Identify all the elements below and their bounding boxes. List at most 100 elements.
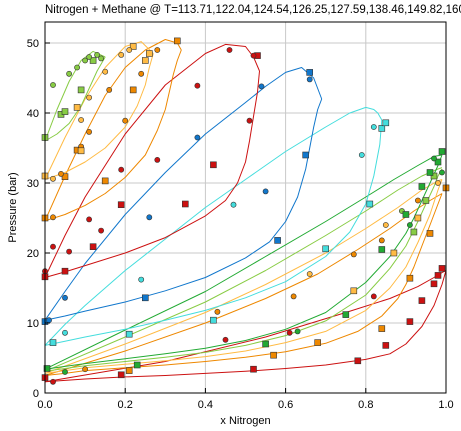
- circle-marker: [286, 329, 293, 336]
- y-tick-label: 40: [27, 108, 39, 120]
- x-axis-label: x Nitrogen: [220, 415, 270, 427]
- circle-marker: [214, 308, 221, 315]
- square-marker: [73, 104, 81, 111]
- bubble-curve-1: [44, 193, 443, 376]
- y-axis-label: Pressure (bar): [7, 172, 19, 242]
- x-tick-label: 1.0: [438, 399, 453, 411]
- square-marker: [117, 201, 125, 208]
- circle-marker: [66, 70, 72, 77]
- square-marker: [129, 86, 137, 94]
- circle-marker: [230, 201, 237, 208]
- circle-marker: [382, 222, 389, 228]
- x-tick-label: 0.2: [118, 399, 133, 411]
- circle-marker: [294, 328, 301, 335]
- square-marker: [306, 69, 314, 76]
- dew-curve-10: [44, 50, 106, 142]
- circle-marker: [50, 82, 56, 88]
- circle-marker: [138, 276, 145, 283]
- square-marker: [250, 365, 257, 373]
- dew-curve-6: [44, 67, 323, 321]
- dew-curve-0: [44, 270, 447, 383]
- square-marker: [89, 243, 97, 250]
- square-marker: [342, 311, 350, 318]
- data-markers: [41, 37, 450, 385]
- bubble-curve-7: [44, 70, 260, 278]
- circle-marker: [50, 378, 56, 385]
- circle-marker: [98, 55, 104, 62]
- bubble-curve-6: [44, 98, 323, 321]
- circle-marker: [290, 293, 297, 300]
- dew-curve-4: [44, 154, 443, 370]
- circle-marker: [86, 94, 92, 101]
- square-marker: [101, 177, 109, 185]
- y-tick-label: 0: [33, 388, 39, 400]
- circle-marker: [62, 329, 68, 336]
- circle-marker: [146, 214, 153, 221]
- square-marker: [49, 339, 57, 346]
- square-marker: [382, 342, 390, 349]
- circle-marker: [306, 76, 313, 83]
- circle-marker: [370, 293, 377, 300]
- dew-curve-2: [44, 179, 443, 374]
- axis-ticks: 0.0 0.2 0.4 0.6 0.8 1.0 0 10 20 30 40 50: [27, 38, 454, 411]
- dew-curve-9: [44, 41, 154, 180]
- square-marker: [414, 214, 422, 222]
- circle-marker: [222, 336, 229, 343]
- x-tick-label: 0.0: [37, 399, 52, 411]
- circle-marker: [350, 251, 357, 258]
- y-tick-label: 50: [27, 38, 39, 50]
- circle-marker: [194, 82, 201, 89]
- circle-marker: [50, 214, 56, 221]
- square-marker: [422, 197, 430, 204]
- square-marker: [89, 57, 97, 64]
- x-tick-label: 0.6: [278, 399, 293, 411]
- square-marker: [426, 169, 434, 176]
- square-marker: [354, 357, 362, 365]
- circle-marker: [74, 64, 80, 71]
- square-marker: [61, 173, 69, 180]
- square-marker: [418, 297, 426, 304]
- circle-marker: [306, 271, 313, 277]
- circle-marker: [118, 166, 125, 173]
- circle-marker: [246, 117, 253, 124]
- dew-curve-7: [44, 43, 260, 278]
- square-marker: [382, 119, 390, 127]
- chart-title: Nitrogen + Methane @ T=113.71,122.04,124…: [45, 4, 461, 16]
- circle-marker: [82, 366, 88, 373]
- bubble-curve-5: [44, 119, 383, 346]
- square-marker: [378, 125, 386, 132]
- square-marker: [146, 50, 153, 57]
- square-marker: [125, 330, 133, 338]
- bubble-curve-10: [44, 56, 106, 142]
- circle-marker: [126, 47, 133, 53]
- square-marker: [350, 287, 358, 295]
- circle-marker: [46, 317, 52, 324]
- circle-marker: [154, 156, 161, 163]
- dew-curve-1: [44, 193, 443, 376]
- circle-marker: [50, 243, 56, 250]
- circle-marker: [118, 52, 125, 58]
- square-marker: [314, 339, 322, 346]
- square-marker: [366, 200, 374, 208]
- square-marker: [322, 245, 330, 253]
- phase-envelope-curves: [44, 39, 447, 383]
- square-marker: [142, 57, 149, 64]
- circle-marker: [122, 117, 129, 124]
- circle-marker: [138, 70, 145, 77]
- circle-marker: [50, 175, 56, 182]
- circle-marker: [154, 47, 161, 53]
- square-marker: [390, 249, 398, 257]
- square-marker: [77, 86, 85, 94]
- square-marker: [406, 318, 414, 325]
- circle-marker: [258, 83, 265, 90]
- circle-marker: [378, 237, 385, 244]
- dew-curve-5: [44, 106, 383, 346]
- square-marker: [262, 340, 269, 348]
- circle-marker: [106, 87, 113, 93]
- square-marker: [61, 108, 69, 115]
- circle-marker: [435, 180, 441, 186]
- x-tick-label: 0.4: [198, 399, 213, 411]
- square-marker: [77, 147, 85, 155]
- bubble-curve-0: [44, 270, 447, 383]
- grid-lines: [44, 22, 447, 394]
